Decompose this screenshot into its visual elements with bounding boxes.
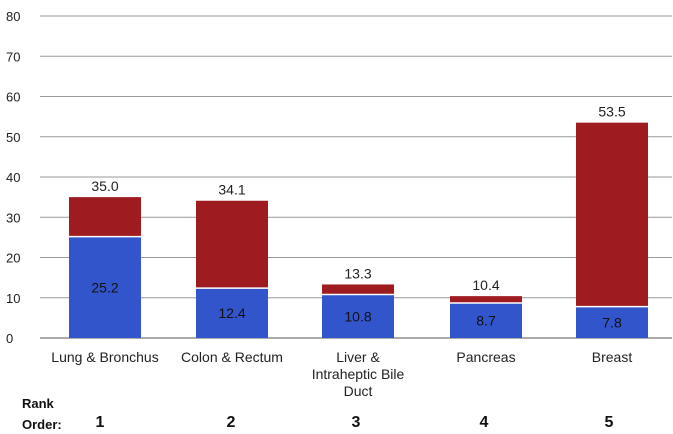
y-tick-label: 50 xyxy=(6,130,20,145)
y-tick-label: 10 xyxy=(6,291,20,306)
rank-value: 4 xyxy=(479,414,489,431)
y-tick-label: 60 xyxy=(6,90,20,105)
rank-value: 5 xyxy=(604,414,614,431)
data-label-total: 10.4 xyxy=(472,277,499,293)
bars: 25.2 35.0 12.4 34.1 10.8 13.3 8.7 10.4 7.8 53.5 xyxy=(69,104,648,338)
data-label-lower: 12.4 xyxy=(218,305,245,321)
bar-segment-lower xyxy=(450,302,522,338)
bar-segment-upper xyxy=(450,296,522,303)
bar-segment-lower xyxy=(196,288,268,338)
bar-segment-upper xyxy=(196,200,268,289)
bar-segment-upper xyxy=(576,122,648,307)
bar-segment-upper xyxy=(322,284,394,295)
y-tick-label: 70 xyxy=(6,49,20,64)
data-label-lower: 25.2 xyxy=(91,279,118,295)
bar-segment-lower xyxy=(69,236,141,338)
category-labels: Lung & Bronchus Colon & Rectum Liver & Intr… xyxy=(51,349,632,399)
y-tick-label: 20 xyxy=(6,251,20,266)
data-label-total: 35.0 xyxy=(91,178,118,194)
x-category-label: Pancreas xyxy=(456,349,515,365)
x-category-label: Liver & Intraheptic Bile Duct xyxy=(312,349,405,399)
x-category-label: Colon & Rectum xyxy=(181,349,283,365)
rank-value: 2 xyxy=(226,414,236,431)
x-category-label: Lung & Bronchus xyxy=(51,349,158,365)
gridlines xyxy=(40,15,672,339)
data-label-total: 13.3 xyxy=(344,265,371,281)
rank-title-line1: Rank xyxy=(22,396,54,411)
y-tick-label: 40 xyxy=(6,170,20,185)
y-axis-ticks: 0 10 20 30 40 50 60 70 80 xyxy=(6,9,20,346)
data-label-lower: 10.8 xyxy=(344,308,371,324)
data-label-total: 53.5 xyxy=(598,104,625,120)
rank-title-line2: Order: xyxy=(22,417,62,432)
y-tick-label: 80 xyxy=(6,9,20,24)
data-label-total: 34.1 xyxy=(218,182,245,198)
y-tick-label: 30 xyxy=(6,210,20,225)
y-tick-label: 0 xyxy=(6,331,13,346)
rank-value: 3 xyxy=(351,414,361,431)
x-category-label: Breast xyxy=(592,349,633,365)
data-label-lower: 7.8 xyxy=(602,314,622,330)
data-label-lower: 8.7 xyxy=(476,312,496,328)
bar-segment-lower xyxy=(322,294,394,338)
bar-segment-lower xyxy=(576,306,648,338)
rank-value: 1 xyxy=(95,414,105,431)
bar-segment-upper xyxy=(69,197,141,237)
